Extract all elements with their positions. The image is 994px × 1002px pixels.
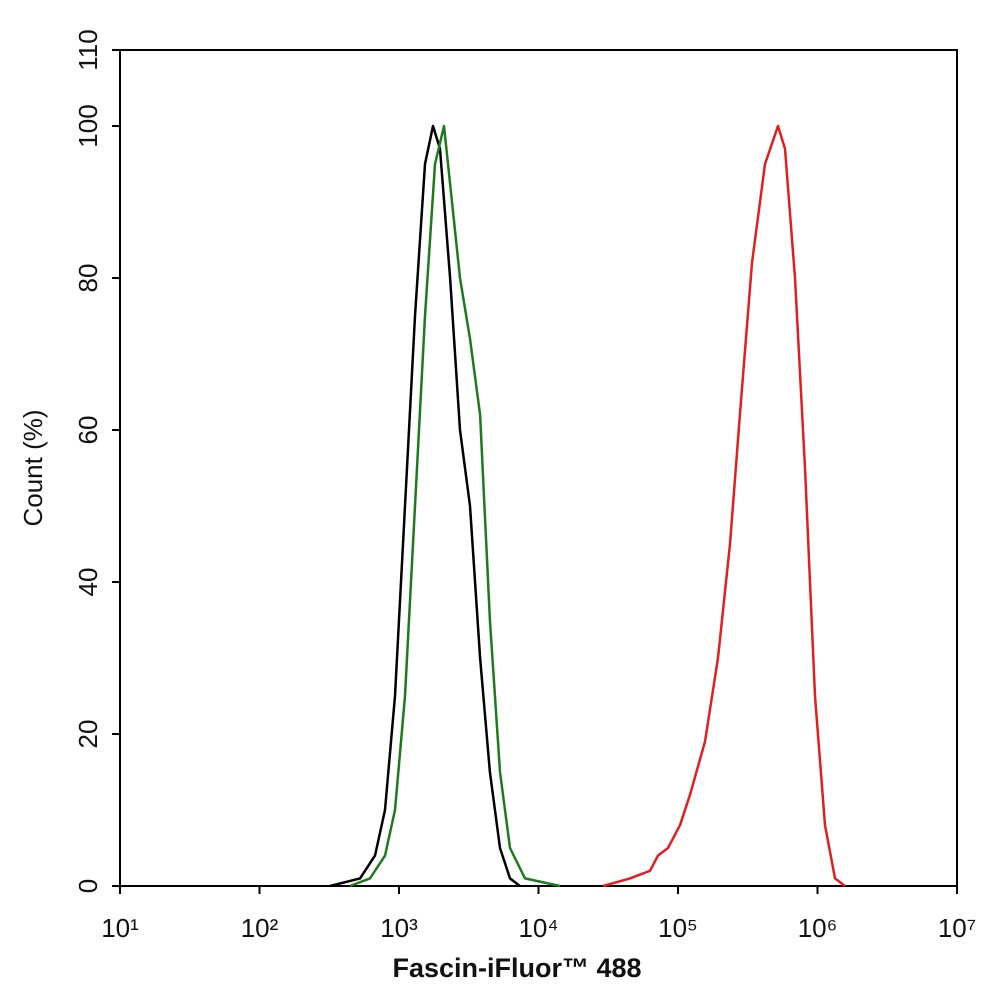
histogram-line	[349, 124, 561, 888]
y-tick-label: 0	[73, 879, 103, 893]
histogram-line	[602, 124, 846, 888]
y-tick-label: 80	[73, 264, 103, 293]
x-tick-label: 10²	[241, 913, 279, 943]
x-tick-label: 10¹	[101, 913, 139, 943]
x-tick-label: 10⁵	[658, 913, 698, 943]
x-tick-label: 10⁶	[798, 913, 838, 943]
y-tick-label: 100	[73, 104, 103, 147]
x-tick-label: 10³	[380, 913, 418, 943]
x-axis-title: Fascin-iFluor™ 488	[392, 953, 641, 983]
y-tick-label: 40	[73, 568, 103, 597]
x-tick-label: 10⁷	[938, 913, 976, 943]
y-tick-label: 20	[73, 720, 103, 749]
x-tick-label: 10⁴	[518, 913, 558, 943]
histogram-line	[329, 124, 521, 888]
y-axis-title: Count (%)	[18, 409, 48, 526]
y-tick-label: 60	[73, 416, 103, 445]
plot-frame	[119, 49, 958, 887]
y-tick-label: 110	[73, 29, 103, 70]
